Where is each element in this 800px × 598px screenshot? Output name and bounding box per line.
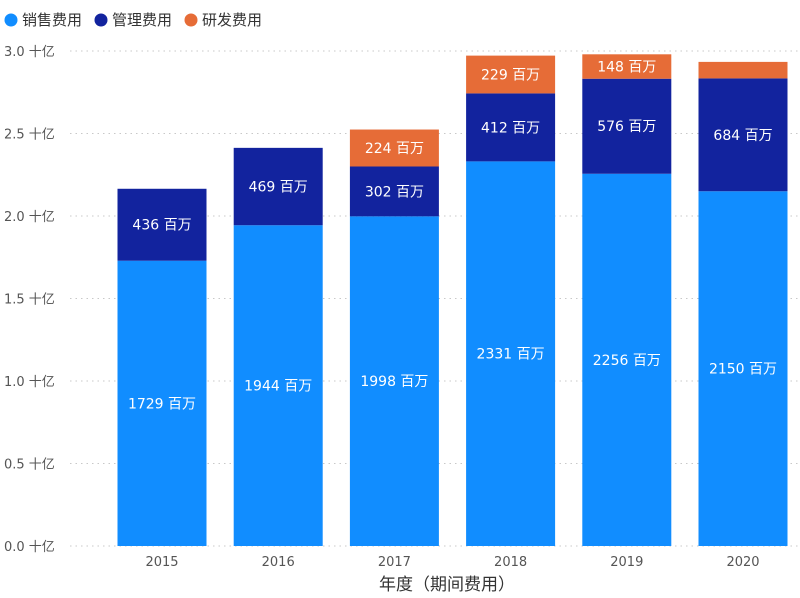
- x-tick-label-2017: 2017: [378, 555, 411, 570]
- x-tick-label-2016: 2016: [262, 555, 295, 570]
- y-tick-label-0: 0.0 十亿: [4, 540, 55, 555]
- x-tick-label-2018: 2018: [494, 555, 527, 570]
- legend: 销售费用 管理费用 研发费用: [4, 11, 262, 29]
- bar-2017-series-1: [349, 216, 439, 546]
- legend-marker-3: [184, 13, 198, 27]
- data-label-2016-series-1: 1944 百万: [244, 379, 312, 395]
- bar-2015-series-2: [117, 188, 207, 261]
- bar-2019-series-1: [582, 173, 672, 546]
- bar-2017-series-2: [349, 166, 439, 217]
- data-label-2015-series-1: 1729 百万: [128, 396, 196, 412]
- bar-2015-series-1: [117, 260, 207, 546]
- data-label-2017-series-2: 302 百万: [365, 184, 424, 200]
- y-tick-label-6: 3.0 十亿: [4, 45, 55, 60]
- legend-label-2: 管理费用: [112, 11, 172, 29]
- x-axis: 2015 2016 2017 2018 2019 2020: [145, 555, 759, 570]
- data-label-2020-series-2: 684 百万: [713, 128, 772, 144]
- data-label-2019-series-1: 2256 百万: [593, 353, 661, 369]
- data-label-2018-series-1: 2331 百万: [477, 347, 545, 363]
- bar-2020-series-2: [698, 78, 788, 192]
- data-label-2017-series-1: 1998 百万: [360, 374, 428, 390]
- bars: [117, 54, 788, 547]
- x-tick-label-2015: 2015: [145, 555, 178, 570]
- data-label-2016-series-2: 469 百万: [249, 180, 308, 196]
- y-tick-label-3: 1.5 十亿: [4, 293, 55, 308]
- bar-2016-series-2: [233, 147, 323, 226]
- data-label-2020-series-1: 2150 百万: [709, 362, 777, 378]
- legend-label-3: 研发费用: [202, 11, 262, 29]
- bar-2019-series-3: [582, 54, 672, 79]
- y-axis: 0.0 十亿 0.5 十亿 1.0 十亿 1.5 十亿 2.0 十亿 2.5 十亿 3.0 …: [4, 45, 55, 555]
- bar-2020-series-1: [698, 191, 788, 546]
- y-tick-label-4: 2.0 十亿: [4, 210, 55, 225]
- data-label-2015-series-2: 436 百万: [132, 218, 191, 234]
- bar-2018-series-1: [466, 161, 556, 546]
- data-label-2019-series-3: 148 百万: [597, 60, 656, 76]
- bar-2016-series-1: [233, 225, 323, 547]
- data-label-2018-series-3: 229 百万: [481, 68, 540, 84]
- legend-marker-1: [4, 13, 18, 27]
- x-axis-title: 年度（期间费用）: [379, 575, 515, 595]
- bar-2018-series-2: [466, 93, 556, 162]
- bar-2019-series-2: [582, 78, 672, 174]
- legend-marker-2: [94, 13, 108, 27]
- x-tick-label-2019: 2019: [610, 555, 643, 570]
- legend-label-1: 销售费用: [22, 11, 82, 29]
- y-tick-label-2: 1.0 十亿: [4, 375, 55, 390]
- data-label-2017-series-3: 224 百万: [365, 141, 424, 157]
- bar-2018-series-3: [466, 55, 556, 94]
- y-tick-label-1: 0.5 十亿: [4, 458, 55, 473]
- data-labels: 1729 百万 436 百万 1944 百万 469 百万 1998 百万 302 百万 2…: [128, 60, 777, 413]
- bar-2017-series-3: [349, 129, 439, 167]
- x-tick-label-2020: 2020: [726, 555, 759, 570]
- data-label-2018-series-2: 412 百万: [481, 120, 540, 136]
- data-label-2019-series-2: 576 百万: [597, 119, 656, 135]
- y-tick-label-5: 2.5 十亿: [4, 128, 55, 143]
- bar-2020-series-3: [698, 61, 788, 79]
